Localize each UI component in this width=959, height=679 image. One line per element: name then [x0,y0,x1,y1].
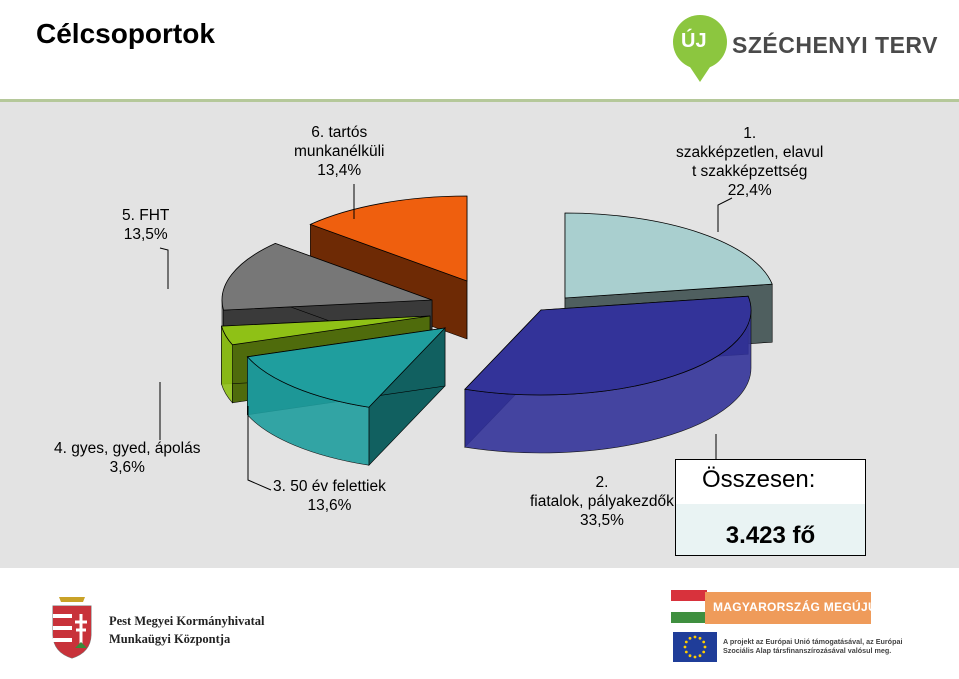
slice-label-4-line-2: 3,6% [109,459,145,476]
header-divider [0,99,959,102]
slice-label-4: 4. gyes, gyed, ápolás 3,6% [54,439,201,477]
org-name-line2: Munkaügyi Központja [109,632,231,646]
slice-label-3-line-1: 3. 50 év felettiek [273,478,386,495]
pie-slice-6 [309,195,468,282]
slice-label-2-line-3: 33,5% [579,512,624,529]
slice-label-2: 2. fiatalok, pályakezdők 33,5% [530,473,674,530]
slice-label-5-line-1: 5. FHT [122,207,170,224]
slice-label-6-line-2: munkanélküli [294,143,385,160]
logo-pin-text: ÚJ [681,30,707,52]
megujul-banner: MAGYARORSZÁG MEGÚJUL [705,592,884,624]
eu-text-line1: A projekt az Európai Unió támogatásával,… [723,637,903,646]
slice-label-5-line-2: 13,5% [123,226,168,243]
pie-slice-1 [564,212,773,299]
eu-flag-icon [673,632,717,662]
total-value: 3.423 fő [725,522,816,549]
logo-brand-text: SZÉCHENYI TERV [732,32,938,58]
kormanyhivatal-logo: Pest Megyei Kormányhivatal Munkaügyi Köz… [45,592,305,662]
szechenyi-terv-logo: ÚJ SZÉCHENYI TERV [672,10,937,84]
slice-label-2-line-1: 2. [595,474,609,491]
leader-line-5 [159,247,169,289]
footer-right-logos: MAGYARORSZÁG MEGÚJUL A projekt az Európa… [671,588,931,668]
slice-label-1-line-1: 1. [743,125,757,142]
org-name-line1: Pest Megyei Kormányhivatal [109,614,265,628]
hungarian-flag-icon [671,590,707,623]
slice-label-6-line-3: 13,4% [317,162,362,179]
eu-funding-text: A projekt az Európai Unió támogatásával,… [723,637,902,655]
slice-label-1-line-3: t szakképzettség [691,163,808,180]
slice-label-6: 6. tartós munkanélküli 13,4% [294,123,384,180]
page-title: Célcsoportok [36,18,215,49]
slice-label-3-line-2: 13,6% [307,497,352,514]
eu-text-line2: Szociális Alap társfinanszírozásával val… [723,646,892,655]
slice-label-1-line-4: 22,4% [727,182,772,199]
slice-label-1: 1. szakképzetlen, elavul t szakképzettség 2… [676,124,823,200]
location-pin-icon [673,15,727,82]
pie-slice-3 [246,327,447,408]
pie-slice-2 [464,295,752,396]
total-box: Összesen: 3.423 fő [675,459,866,556]
slice-label-2-line-2: fiatalok, pályakezdők [530,493,674,510]
pie-slice-5 [221,242,433,311]
coat-of-arms-icon [52,597,92,659]
total-box-header [676,460,865,504]
slice-label-6-line-1: 6. tartós [311,124,368,141]
slice-label-4-line-1: 4. gyes, gyed, ápolás [54,440,201,457]
slice-label-1-line-2: szakképzetlen, elavul [676,144,824,161]
pie-slice-4 [220,315,431,346]
megujul-text: MAGYARORSZÁG MEGÚJUL [713,600,885,614]
leader-line-3 [247,406,272,491]
slice-label-3: 3. 50 év felettiek 13,6% [273,477,386,515]
slice-label-5: 5. FHT 13,5% [122,206,169,244]
total-label: Összesen: [702,466,816,493]
leader-line-1 [717,197,733,232]
